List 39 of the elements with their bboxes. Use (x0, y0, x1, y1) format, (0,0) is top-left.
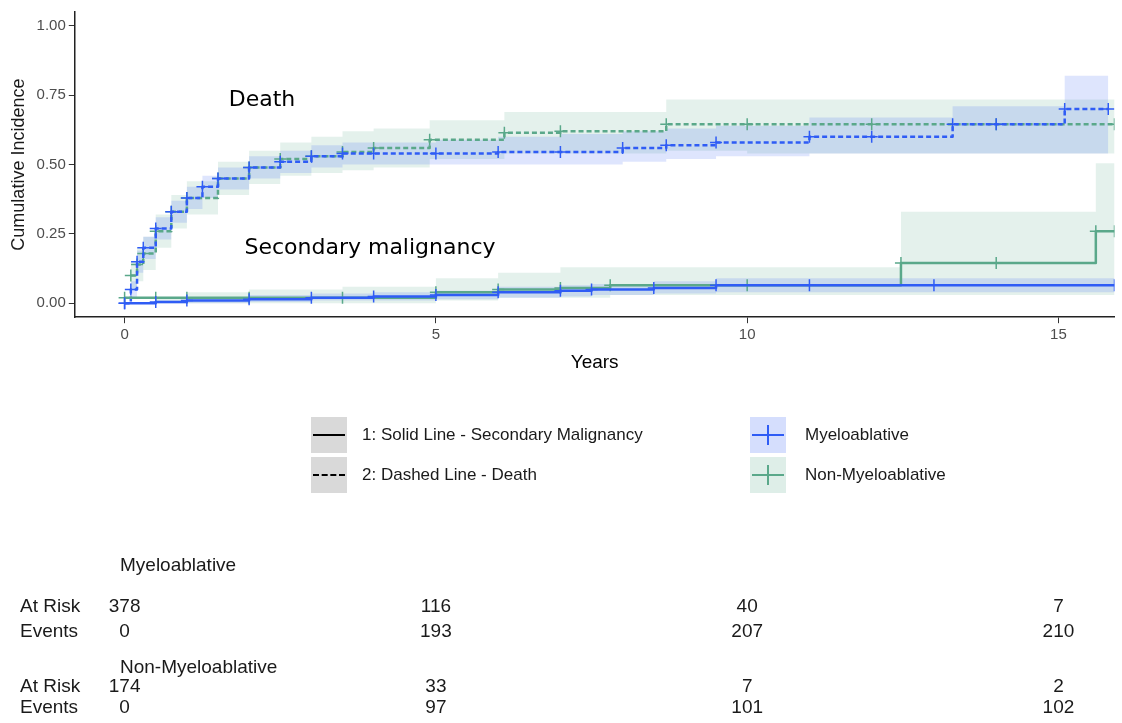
text: Non-Myeloablative (120, 656, 278, 678)
text: Events (20, 620, 79, 642)
text: 97 (425, 696, 447, 718)
text: 174 (108, 675, 141, 697)
text: 7 (741, 675, 753, 697)
x-tick-label: 10 (738, 325, 756, 343)
legend-label: Non-Myeloablative (805, 464, 946, 484)
text: 207 (731, 620, 764, 642)
annotation: Death (228, 85, 296, 111)
text: 210 (1042, 620, 1075, 642)
text: 102 (1042, 696, 1075, 718)
text: 7 (1053, 595, 1064, 617)
x-tick-label: 15 (1050, 325, 1067, 343)
text: 2: Dashed Line - Death (362, 465, 537, 485)
text: 378 (108, 595, 141, 617)
text: 1: Solid Line - Secondary Malignancy (362, 425, 643, 445)
y-tick-label: 0.50 (36, 154, 66, 172)
x-axis-title: Years (570, 350, 619, 372)
x-tick-label: 5 (431, 325, 441, 343)
text: 101 (731, 696, 764, 718)
y-axis-title: Cumulative Incidence (7, 78, 28, 251)
text: 193 (420, 620, 452, 642)
annotation: Secondary malignancy (244, 233, 496, 259)
text: 0 (119, 620, 130, 642)
y-tick-label: 0.25 (36, 224, 66, 242)
text: 40 (736, 595, 758, 617)
x-tick-label: 0 (120, 325, 129, 343)
text: 33 (425, 675, 447, 697)
y-tick-label: 1.00 (36, 16, 66, 34)
text: At Risk (20, 595, 81, 617)
text: Events (20, 696, 79, 718)
text: Myeloablative (120, 554, 237, 576)
text: 0 (119, 696, 130, 718)
y-tick-label: 0.75 (36, 85, 66, 103)
text: 2 (1053, 675, 1064, 697)
text: At Risk (20, 675, 81, 697)
legend-label: Myeloablative (805, 424, 909, 444)
text: 116 (420, 595, 452, 617)
y-tick-label: 0.00 (36, 293, 66, 311)
